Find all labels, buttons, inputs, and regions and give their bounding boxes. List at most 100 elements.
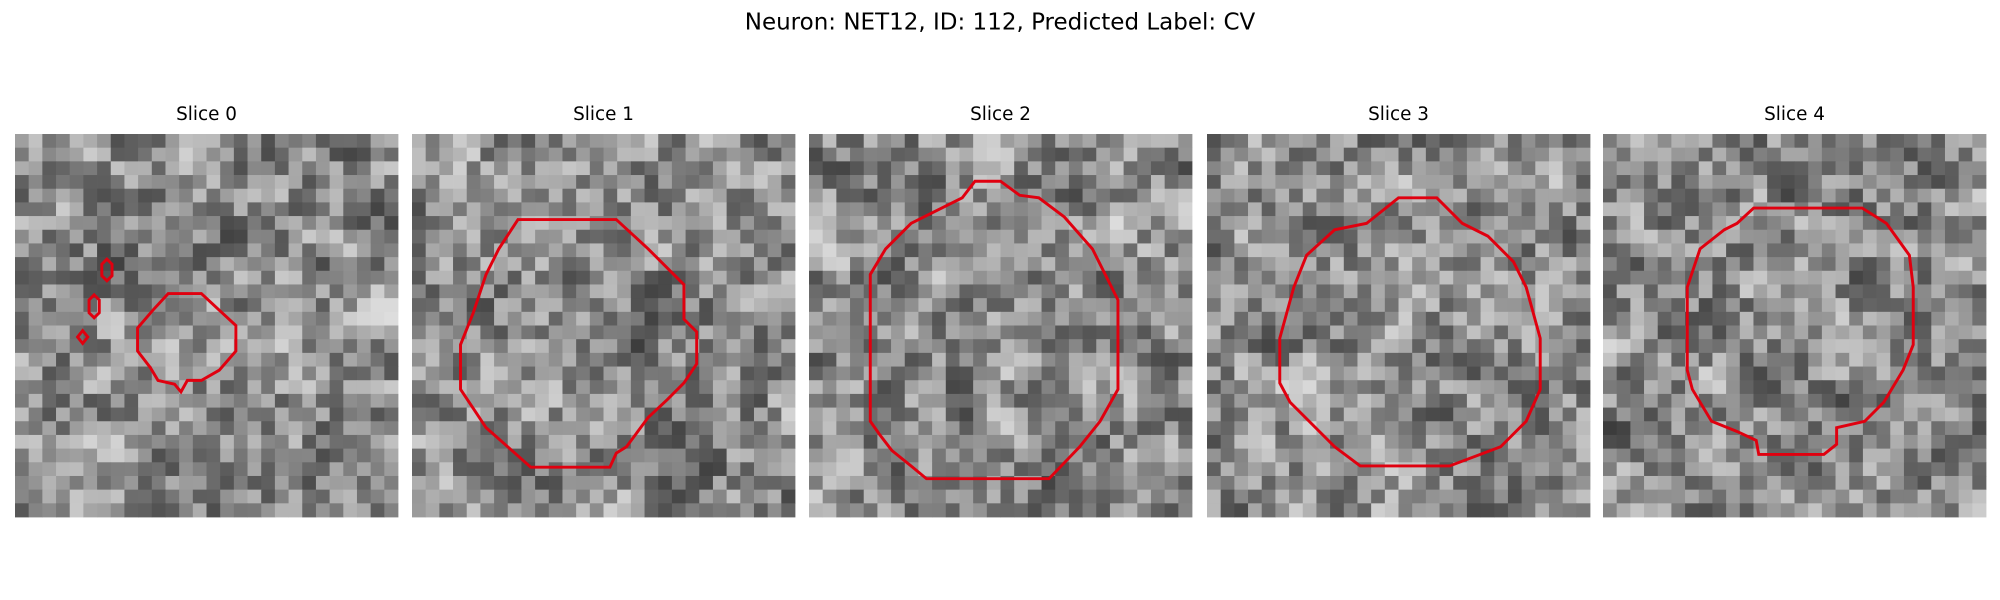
pixel bbox=[1972, 366, 1987, 381]
pixel bbox=[589, 421, 604, 436]
pixel bbox=[356, 134, 372, 149]
pixel bbox=[1248, 393, 1263, 408]
pixel bbox=[1576, 257, 1591, 272]
pixel bbox=[494, 366, 509, 381]
pixel bbox=[1207, 311, 1222, 326]
pixel bbox=[712, 284, 727, 299]
pixel bbox=[1302, 216, 1317, 231]
pixel bbox=[1603, 475, 1618, 491]
pixel bbox=[671, 339, 686, 354]
pixel bbox=[356, 380, 372, 395]
pixel bbox=[521, 134, 536, 149]
pixel bbox=[712, 229, 727, 244]
pixel bbox=[589, 366, 604, 381]
pixel bbox=[809, 161, 824, 176]
pixel bbox=[1685, 161, 1700, 176]
pixel bbox=[1055, 270, 1070, 285]
pixel bbox=[453, 202, 468, 217]
pixel bbox=[247, 270, 262, 285]
pixel bbox=[69, 284, 84, 299]
pixel bbox=[1480, 339, 1495, 354]
pixel bbox=[247, 188, 262, 203]
pixel bbox=[356, 161, 372, 176]
pixel bbox=[1027, 202, 1042, 217]
pixel bbox=[1849, 352, 1864, 367]
pixel bbox=[480, 366, 495, 381]
pixel bbox=[603, 421, 618, 436]
pixel bbox=[1207, 298, 1222, 313]
pixel bbox=[1753, 393, 1768, 408]
pixel bbox=[699, 243, 714, 258]
pixel bbox=[1671, 311, 1686, 326]
pixel bbox=[1753, 462, 1768, 477]
pixel bbox=[1000, 202, 1015, 217]
pixel bbox=[671, 434, 686, 449]
pixel bbox=[1261, 243, 1276, 258]
pixel bbox=[261, 284, 276, 299]
pixel bbox=[767, 147, 782, 162]
pixel bbox=[1862, 161, 1877, 176]
pixel bbox=[1164, 339, 1179, 354]
pixel bbox=[1753, 298, 1768, 313]
pixel bbox=[1562, 298, 1577, 313]
pixel bbox=[261, 489, 276, 504]
pixel bbox=[535, 298, 550, 313]
pixel bbox=[1425, 393, 1440, 408]
pixel bbox=[1027, 339, 1042, 354]
pixel bbox=[370, 475, 385, 491]
pixel bbox=[83, 380, 98, 395]
pixel bbox=[1055, 366, 1070, 381]
pixel bbox=[1753, 270, 1768, 285]
pixel bbox=[1903, 161, 1918, 176]
pixel bbox=[1890, 284, 1905, 299]
pixel bbox=[1302, 188, 1317, 203]
pixel bbox=[1384, 134, 1399, 149]
pixel bbox=[548, 489, 563, 504]
pixel bbox=[28, 188, 43, 203]
pixel bbox=[138, 448, 153, 463]
pixel bbox=[1178, 339, 1193, 354]
pixel bbox=[1027, 311, 1042, 326]
pixel bbox=[1521, 448, 1536, 463]
pixel bbox=[589, 462, 604, 477]
pixel bbox=[138, 366, 153, 381]
pixel bbox=[1808, 311, 1823, 326]
pixel bbox=[1137, 325, 1152, 340]
pixel bbox=[932, 380, 947, 395]
pixel bbox=[1330, 421, 1345, 436]
pixel bbox=[1972, 325, 1987, 340]
pixel bbox=[1794, 243, 1809, 258]
pixel bbox=[1890, 202, 1905, 217]
pixel bbox=[1248, 380, 1263, 395]
pixel bbox=[69, 311, 84, 326]
pixel bbox=[1055, 229, 1070, 244]
pixel bbox=[192, 325, 207, 340]
pixel bbox=[1630, 229, 1645, 244]
pixel bbox=[671, 311, 686, 326]
pixel bbox=[836, 325, 851, 340]
pixel bbox=[507, 503, 522, 518]
pixel bbox=[1507, 202, 1522, 217]
pixel bbox=[124, 475, 139, 491]
pixel bbox=[822, 175, 837, 190]
pixel bbox=[767, 475, 782, 491]
pixel bbox=[753, 243, 769, 258]
pixel bbox=[767, 284, 782, 299]
pixel bbox=[56, 421, 71, 436]
pixel bbox=[1343, 366, 1358, 381]
pixel bbox=[1248, 216, 1263, 231]
pixel bbox=[302, 407, 317, 422]
pixel bbox=[1164, 202, 1179, 217]
pixel bbox=[233, 270, 248, 285]
pixel bbox=[576, 298, 591, 313]
pixel bbox=[836, 202, 851, 217]
pixel bbox=[261, 352, 276, 367]
pixel bbox=[1123, 380, 1138, 395]
pixel bbox=[1794, 298, 1809, 313]
pixel bbox=[836, 393, 851, 408]
pixel bbox=[1972, 216, 1987, 231]
pixel bbox=[617, 216, 632, 231]
pixel bbox=[110, 243, 125, 258]
pixel bbox=[1248, 298, 1263, 313]
pixel bbox=[945, 229, 960, 244]
